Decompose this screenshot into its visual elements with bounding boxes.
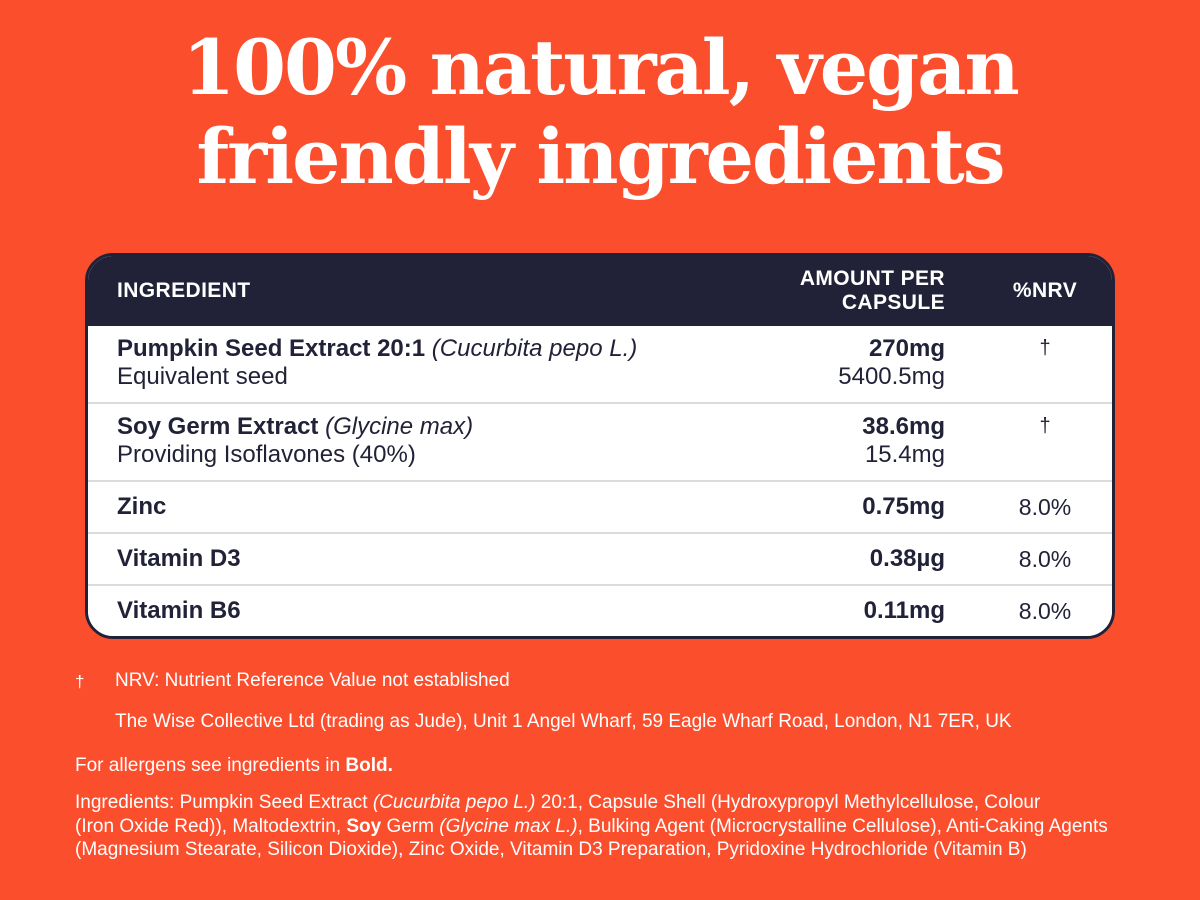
ingredient-cell: Vitamin B6 <box>88 597 738 625</box>
ingredient-name: Vitamin D3 <box>117 545 241 572</box>
amount-value: 0.11mg <box>863 597 945 624</box>
table-header: INGREDIENT AMOUNT PER CAPSULE %NRV <box>88 256 1112 326</box>
ingredient-name: Pumpkin Seed Extract 20:1 (Cucurbita pep… <box>117 335 638 362</box>
footnotes: † NRV: Nutrient Reference Value not esta… <box>75 670 1012 733</box>
ingredient-cell: Pumpkin Seed Extract 20:1 (Cucurbita pep… <box>88 335 738 391</box>
footnote-address: The Wise Collective Ltd (trading as Jude… <box>115 711 1012 732</box>
amount-cell: 0.75mg <box>738 493 978 521</box>
col-header-ingredient: INGREDIENT <box>117 279 251 302</box>
amount-cell: 270mg 5400.5mg <box>738 335 978 391</box>
table-row: Vitamin D3 0.38µg 8.0% <box>88 532 1112 584</box>
ingredient-name: Vitamin B6 <box>117 597 241 624</box>
table-row: Pumpkin Seed Extract 20:1 (Cucurbita pep… <box>88 326 1112 402</box>
amount-cell: 0.11mg <box>738 597 978 625</box>
table-row: Soy Germ Extract (Glycine max) Providing… <box>88 402 1112 480</box>
ingredient-cell: Soy Germ Extract (Glycine max) Providing… <box>88 413 738 469</box>
ingredients-list: Ingredients: Pumpkin Seed Extract (Cucur… <box>75 792 1108 860</box>
headline-line-2: friendly ingredients <box>196 111 1005 201</box>
nrv-cell: 8.0% <box>1018 546 1072 572</box>
footnote-nrv: † NRV: Nutrient Reference Value not esta… <box>75 670 1012 693</box>
footnote-nrv-text: NRV: Nutrient Reference Value not establ… <box>115 670 510 691</box>
ingredient-subtext: Equivalent seed <box>117 363 288 390</box>
nrv-cell: 8.0% <box>1018 598 1072 624</box>
nrv-cell: 8.0% <box>1018 494 1072 520</box>
table-row: Vitamin B6 0.11mg 8.0% <box>88 584 1112 636</box>
ingredient-name: Soy Germ Extract (Glycine max) <box>117 413 474 440</box>
nrv-cell: † <box>1039 415 1051 437</box>
table-row: Zinc 0.75mg 8.0% <box>88 480 1112 532</box>
amount-subvalue: 5400.5mg <box>838 363 945 390</box>
amount-cell: 38.6mg 15.4mg <box>738 413 978 469</box>
col-header-amount-per-capsule: AMOUNT PER CAPSULE <box>799 266 945 314</box>
allergen-note: For allergens see ingredients in Bold. <box>75 755 393 776</box>
ingredient-name: Zinc <box>117 493 167 520</box>
amount-subvalue: 15.4mg <box>864 441 945 468</box>
amount-value: 0.75mg <box>862 493 945 520</box>
dagger-symbol: † <box>75 672 85 691</box>
ingredient-subtext: Providing Isoflavones (40%) <box>117 441 416 468</box>
amount-value: 270mg <box>868 335 945 362</box>
ingredients-table: INGREDIENT AMOUNT PER CAPSULE %NRV Pumpk… <box>85 253 1115 639</box>
ingredient-cell: Zinc <box>88 493 738 521</box>
headline: 100% natural, vegan friendly ingredients <box>0 23 1200 202</box>
amount-cell: 0.38µg <box>738 545 978 573</box>
ingredient-cell: Vitamin D3 <box>88 545 738 573</box>
col-header-nrv: %NRV <box>1012 279 1078 302</box>
headline-line-1: 100% natural, vegan <box>182 23 1019 112</box>
amount-value: 0.38µg <box>869 545 945 572</box>
table-body: Pumpkin Seed Extract 20:1 (Cucurbita pep… <box>88 326 1112 636</box>
nrv-cell: † <box>1039 337 1051 359</box>
amount-value: 38.6mg <box>862 413 945 440</box>
